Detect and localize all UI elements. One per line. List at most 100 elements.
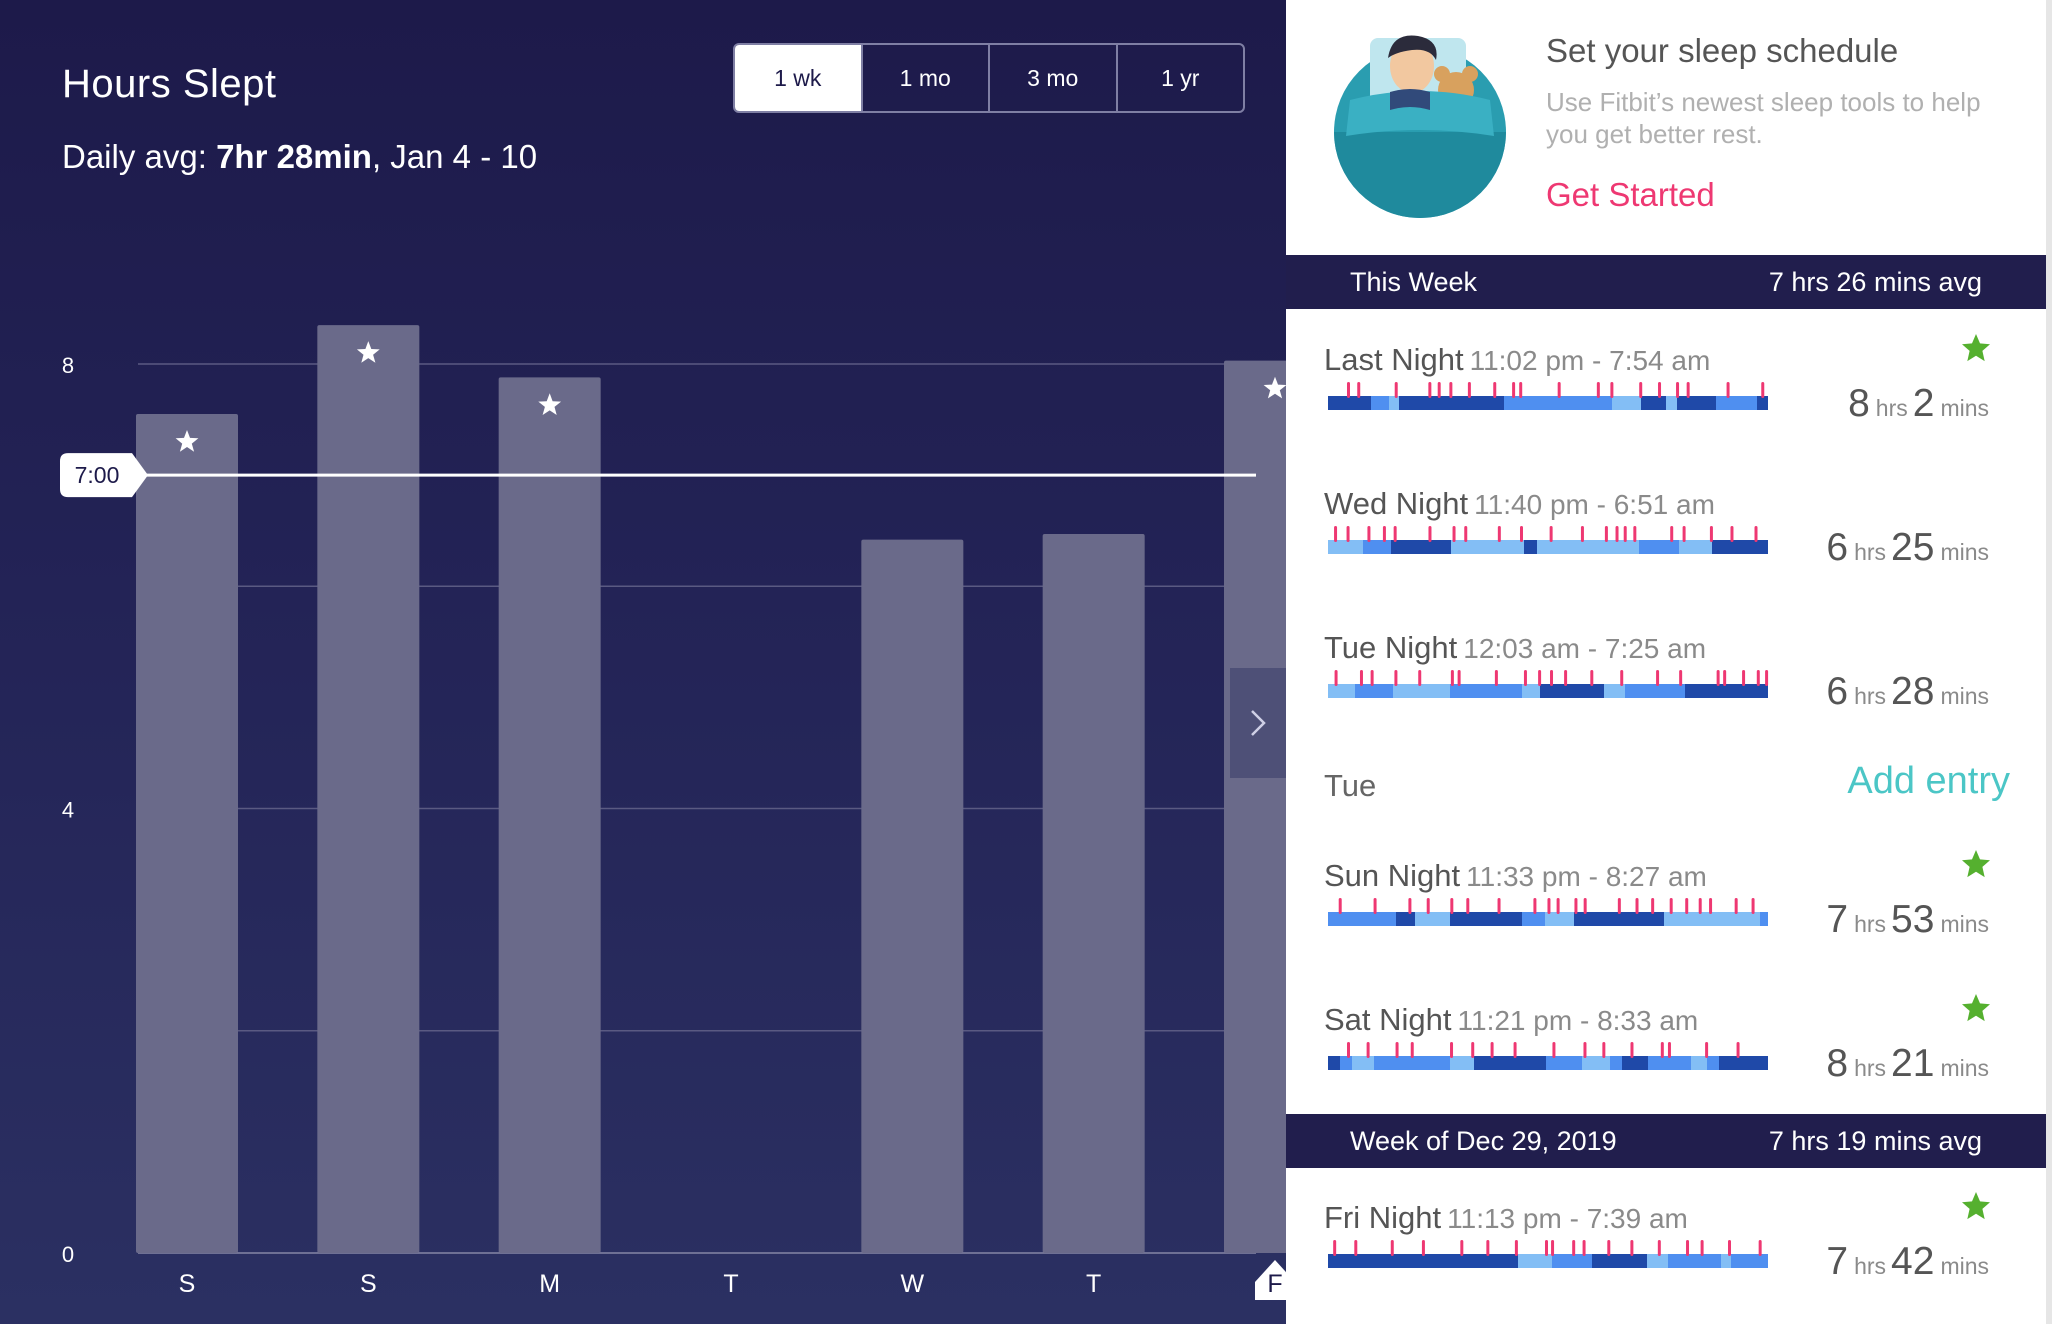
goal-met-star-icon — [1962, 994, 1990, 1022]
entry-night: Sun Night — [1324, 858, 1461, 893]
awake-tick — [1428, 382, 1432, 398]
awake-tick — [1667, 1042, 1671, 1058]
sleep-entry[interactable]: Tue Night 12:03 am - 7:25 am 6 hrs 28 mins — [1324, 630, 2024, 760]
awake-tick — [1604, 526, 1608, 542]
stage-segment — [1371, 396, 1389, 410]
tab-3-months[interactable]: 3 mo — [988, 45, 1116, 111]
bar — [317, 325, 420, 1253]
goal-met-star-icon — [1962, 850, 1990, 878]
tab-1-month[interactable]: 1 mo — [860, 45, 989, 111]
awake-tick — [1544, 1240, 1548, 1256]
awake-tick — [1437, 382, 1441, 398]
stage-segment — [1546, 1056, 1582, 1070]
awake-tick — [1698, 898, 1702, 914]
awake-tick — [1538, 670, 1542, 686]
awake-tick — [1596, 382, 1600, 398]
stage-segment — [1719, 1056, 1761, 1070]
duration-minutes: 25 — [1891, 526, 1935, 569]
stage-segment — [1328, 396, 1371, 410]
awake-tick — [1564, 670, 1568, 686]
week-header-this-week: This Week 7 hrs 26 mins avg — [1286, 255, 2046, 309]
awake-tick — [1658, 382, 1662, 398]
awake-tick — [1452, 526, 1456, 542]
stage-segment — [1355, 684, 1393, 698]
awake-tick — [1583, 898, 1587, 914]
awake-tick — [1464, 526, 1468, 542]
awake-tick — [1460, 1240, 1464, 1256]
next-period-button[interactable] — [1230, 668, 1286, 778]
awake-tick — [1686, 1240, 1690, 1256]
sleep-stages-bar — [1328, 1042, 1768, 1070]
x-tick-label: S — [179, 1270, 196, 1298]
awake-tick — [1450, 670, 1454, 686]
awake-tick — [1549, 526, 1553, 542]
chart-title: Hours Slept — [62, 62, 277, 106]
sleep-entry[interactable]: Sun Night 11:33 pm - 8:27 am 7 hrs 53 mins — [1324, 850, 2024, 988]
stage-segment — [1666, 396, 1677, 410]
awake-tick — [1497, 526, 1501, 542]
y-tick-label: 8 — [62, 353, 74, 378]
hours-unit: hrs — [1854, 911, 1887, 937]
stage-segment — [1563, 1254, 1592, 1268]
stage-segment — [1503, 1056, 1546, 1070]
awake-tick — [1676, 382, 1680, 398]
awake-tick — [1512, 382, 1516, 398]
duration-hours: 7 — [1826, 1240, 1849, 1283]
awake-tick — [1394, 382, 1398, 398]
sleep-entry[interactable]: Last Night 11:02 pm - 7:54 am 8 hrs 2 mins — [1324, 334, 2024, 472]
awake-tick — [1679, 670, 1683, 686]
sleep-entry[interactable]: Sat Night 11:21 pm - 8:33 am 8 hrs 21 mins — [1324, 994, 2024, 1132]
entry-night: Wed Night — [1324, 486, 1469, 521]
awake-tick — [1728, 1240, 1732, 1256]
x-tick-label: W — [901, 1270, 925, 1298]
stage-segment — [1502, 540, 1524, 554]
stage-segment — [1450, 684, 1500, 698]
sleep-entry[interactable]: Wed Night 11:40 pm - 6:51 am 6 hrs 25 mins — [1324, 486, 2024, 616]
stage-segment — [1666, 684, 1685, 698]
sleep-log-panel: Set your sleep schedule Use Fitbit’s new… — [1286, 0, 2046, 1324]
stage-segment — [1761, 1056, 1768, 1070]
awake-tick — [1551, 1240, 1555, 1256]
awake-tick — [1494, 670, 1498, 686]
awake-tick — [1660, 1042, 1664, 1058]
minutes-unit: mins — [1940, 1253, 1989, 1279]
awake-tick — [1580, 526, 1584, 542]
awake-tick — [1513, 1042, 1517, 1058]
stage-segment — [1677, 396, 1716, 410]
hours-unit: hrs — [1854, 539, 1887, 565]
stage-segment — [1328, 540, 1363, 554]
awake-tick — [1552, 1042, 1556, 1058]
sleep-entry[interactable]: Fri Night 11:13 pm - 7:39 am 7 hrs 42 mins — [1324, 1192, 2024, 1324]
awake-tick — [1756, 670, 1760, 686]
add-entry-link[interactable]: Add entry — [1847, 760, 2010, 802]
awake-tick — [1583, 1042, 1587, 1058]
scrollbar-track[interactable] — [2046, 0, 2052, 1324]
y-tick-label: 0 — [62, 1242, 74, 1267]
awake-tick — [1357, 382, 1361, 398]
x-tick-label: F — [1267, 1270, 1282, 1298]
stage-segment — [1668, 1254, 1721, 1268]
stage-segment — [1328, 912, 1348, 926]
awake-tick — [1334, 526, 1338, 542]
tab-1-week[interactable]: 1 wk — [735, 45, 861, 111]
stage-segment — [1714, 912, 1760, 926]
goal-label: 7:00 — [75, 462, 120, 488]
star-icon — [175, 430, 199, 452]
hours-slept-chart-panel: Hours Slept Daily avg: 7hr 28min, Jan 4 … — [0, 0, 1286, 1324]
stage-segment — [1641, 396, 1666, 410]
star-icon — [1263, 376, 1286, 399]
stage-segment — [1664, 912, 1714, 926]
stage-segment — [1518, 1254, 1552, 1268]
stage-segment — [1379, 1254, 1401, 1268]
awake-tick — [1716, 670, 1720, 686]
entry-title: Last Night 11:02 pm - 7:54 am — [1324, 342, 1710, 378]
awake-tick — [1669, 898, 1673, 914]
get-started-link[interactable]: Get Started — [1546, 176, 1715, 213]
awake-tick — [1751, 898, 1755, 914]
x-tick-label: M — [539, 1270, 560, 1298]
awake-tick — [1382, 526, 1386, 542]
tab-1-year[interactable]: 1 yr — [1115, 45, 1244, 111]
entry-time-range: 12:03 am - 7:25 am — [1463, 633, 1707, 664]
awake-tick — [1514, 1240, 1518, 1256]
stage-segment — [1450, 912, 1499, 926]
